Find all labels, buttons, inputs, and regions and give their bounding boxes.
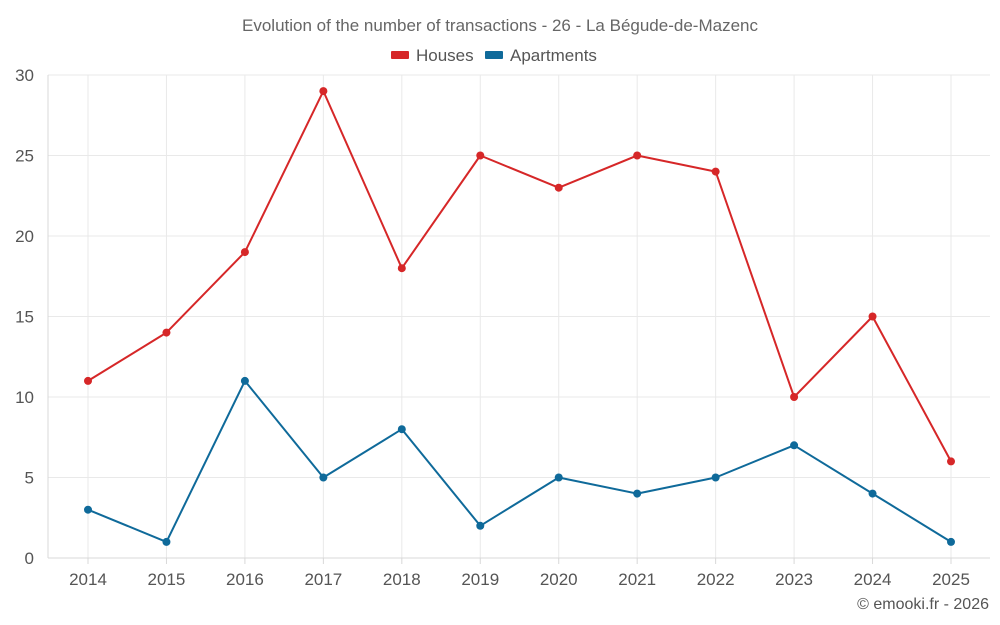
- data-point-houses[interactable]: [868, 312, 877, 321]
- series-layer: [84, 87, 955, 546]
- y-tick-label: 20: [15, 227, 34, 246]
- series-line-houses[interactable]: [87, 90, 952, 463]
- legend-label-apartments[interactable]: Apartments: [510, 46, 597, 65]
- data-point-apartments[interactable]: [476, 521, 485, 530]
- x-tick-label: 2014: [69, 570, 107, 589]
- series-line-apartments[interactable]: [87, 379, 952, 543]
- x-tick-label: 2024: [854, 570, 892, 589]
- y-tick-label: 15: [15, 308, 34, 327]
- series-apartments[interactable]: [84, 376, 955, 546]
- data-point-apartments[interactable]: [947, 537, 955, 546]
- data-point-apartments[interactable]: [84, 505, 92, 514]
- y-tick-label: 10: [15, 388, 34, 407]
- legend-label-houses[interactable]: Houses: [416, 46, 474, 65]
- data-point-apartments[interactable]: [240, 376, 249, 385]
- data-point-houses[interactable]: [790, 393, 799, 401]
- data-point-apartments[interactable]: [868, 489, 877, 498]
- x-tick-label: 2016: [226, 570, 264, 589]
- legend-swatch-houses: [391, 51, 409, 59]
- chart-title: Evolution of the number of transactions …: [242, 16, 758, 35]
- legend[interactable]: Houses Apartments: [391, 46, 597, 65]
- data-point-houses[interactable]: [162, 328, 171, 337]
- legend-swatch-apartments: [485, 51, 503, 59]
- data-point-houses[interactable]: [319, 87, 328, 96]
- data-point-houses[interactable]: [397, 264, 406, 273]
- x-tick-label: 2018: [383, 570, 421, 589]
- data-point-houses[interactable]: [947, 457, 955, 466]
- y-tick-label: 5: [25, 469, 34, 488]
- x-tick-label: 2021: [618, 570, 656, 589]
- x-tick-label: 2015: [148, 570, 186, 589]
- data-point-houses[interactable]: [476, 151, 485, 160]
- x-tick-label: 2017: [304, 570, 342, 589]
- x-tick-label: 2022: [697, 570, 735, 589]
- x-tick-label: 2020: [540, 570, 578, 589]
- data-point-apartments[interactable]: [554, 473, 563, 482]
- data-point-houses[interactable]: [240, 248, 249, 257]
- x-tick-label: 2019: [461, 570, 499, 589]
- y-tick-label: 30: [15, 66, 34, 85]
- grid-layer: [48, 74, 990, 558]
- data-point-apartments[interactable]: [711, 473, 720, 482]
- data-point-apartments[interactable]: [790, 441, 799, 450]
- chart-header: Evolution of the number of transactions …: [242, 16, 758, 35]
- data-point-houses[interactable]: [633, 151, 642, 160]
- chart-credit: © emooki.fr - 2026: [857, 596, 989, 613]
- data-point-apartments[interactable]: [633, 489, 642, 498]
- y-tick-label: 0: [25, 549, 34, 568]
- data-point-apartments[interactable]: [319, 473, 328, 482]
- data-point-houses[interactable]: [554, 183, 563, 192]
- data-point-houses[interactable]: [84, 376, 92, 385]
- y-tick-label: 25: [15, 147, 34, 166]
- data-point-houses[interactable]: [711, 167, 720, 176]
- data-point-apartments[interactable]: [162, 537, 171, 546]
- x-tick-label: 2025: [932, 570, 970, 589]
- x-tick-label: 2023: [775, 570, 813, 589]
- series-houses[interactable]: [84, 87, 955, 466]
- legend-item-apartments[interactable]: Apartments: [485, 46, 597, 65]
- data-point-apartments[interactable]: [397, 425, 406, 434]
- legend-item-houses[interactable]: Houses: [391, 46, 474, 65]
